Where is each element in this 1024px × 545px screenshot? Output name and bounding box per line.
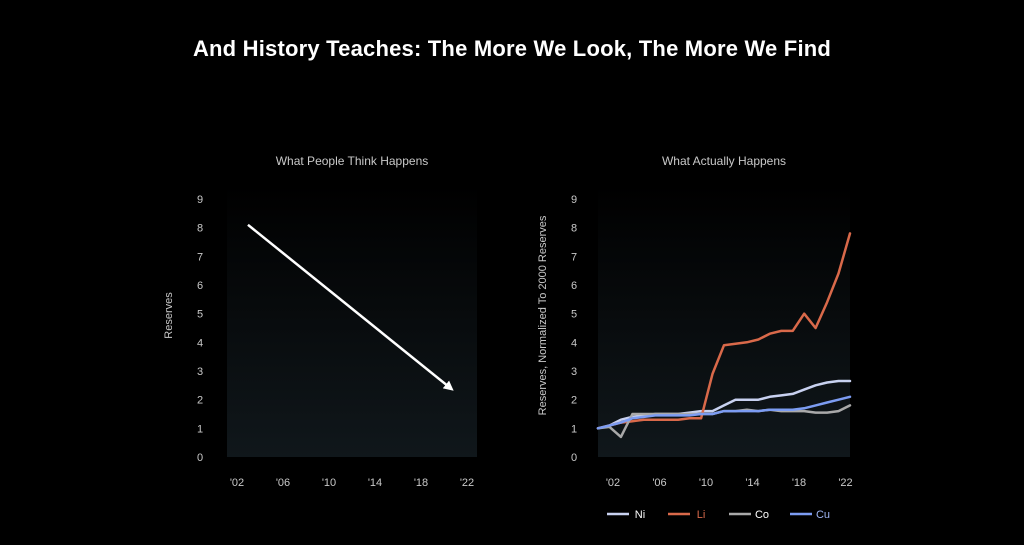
slide-title: And History Teaches: The More We Look, T…: [192, 36, 832, 61]
chart-title: What People Think Happens: [276, 154, 429, 168]
plot-area: [227, 184, 477, 457]
x-tick-label: '18: [414, 477, 428, 489]
legend-label-li: Li: [697, 509, 706, 521]
x-tick-label: '10: [699, 477, 713, 489]
legend-label-cu: Cu: [816, 509, 830, 521]
x-tick-label: '18: [792, 477, 806, 489]
x-tick-label: '14: [745, 477, 759, 489]
y-axis-label: Reserves, Normalized To 2000 Reserves: [537, 215, 549, 415]
x-tick-label: '10: [322, 477, 336, 489]
y-tick-label: 5: [197, 309, 203, 321]
y-axis-label: Reserves: [163, 292, 175, 339]
chart-what-actually-happens: What Actually Happens Reserves, Normalize…: [537, 154, 853, 521]
series-line-cu: [596, 395, 852, 430]
series-line-ni: [596, 379, 852, 430]
y-tick-label: 7: [197, 251, 203, 263]
x-tick-label: '22: [838, 477, 852, 489]
y-tick-label: 2: [571, 395, 577, 407]
y-tick-label: 4: [571, 337, 577, 349]
y-tick-label: 4: [197, 337, 203, 349]
trend-arrow: [247, 223, 454, 391]
y-tick-label: 0: [197, 452, 203, 464]
y-tick-label: 6: [197, 280, 203, 292]
x-tick-label: '06: [652, 477, 666, 489]
y-tick-label: 7: [571, 251, 577, 263]
y-tick-label: 5: [571, 309, 577, 321]
y-tick-label: 2: [197, 395, 203, 407]
x-tick-label: '22: [460, 477, 474, 489]
y-tick-label: 9: [571, 194, 577, 206]
legend-label-co: Co: [755, 509, 769, 521]
x-tick-label: '06: [276, 477, 290, 489]
series-line-li: [596, 232, 852, 430]
y-tick-label: 0: [571, 452, 577, 464]
x-tick-label: '02: [230, 477, 244, 489]
legend-label-ni: Ni: [635, 509, 645, 521]
chart-what-people-think: What People Think Happens Reserves 0 1 2 3 4 5 6…: [163, 154, 477, 489]
y-tick-label: 9: [197, 194, 203, 206]
x-tick-label: '14: [368, 477, 382, 489]
y-tick-label: 6: [571, 280, 577, 292]
y-tick-label: 8: [197, 223, 203, 235]
y-tick-label: 3: [197, 366, 203, 378]
y-tick-label: 1: [571, 423, 577, 435]
legend: Ni Li Co Cu: [607, 509, 830, 521]
x-tick-label: '02: [606, 477, 620, 489]
y-tick-label: 3: [571, 366, 577, 378]
y-tick-label: 8: [571, 223, 577, 235]
y-tick-label: 1: [197, 423, 203, 435]
chart-title: What Actually Happens: [662, 154, 786, 168]
